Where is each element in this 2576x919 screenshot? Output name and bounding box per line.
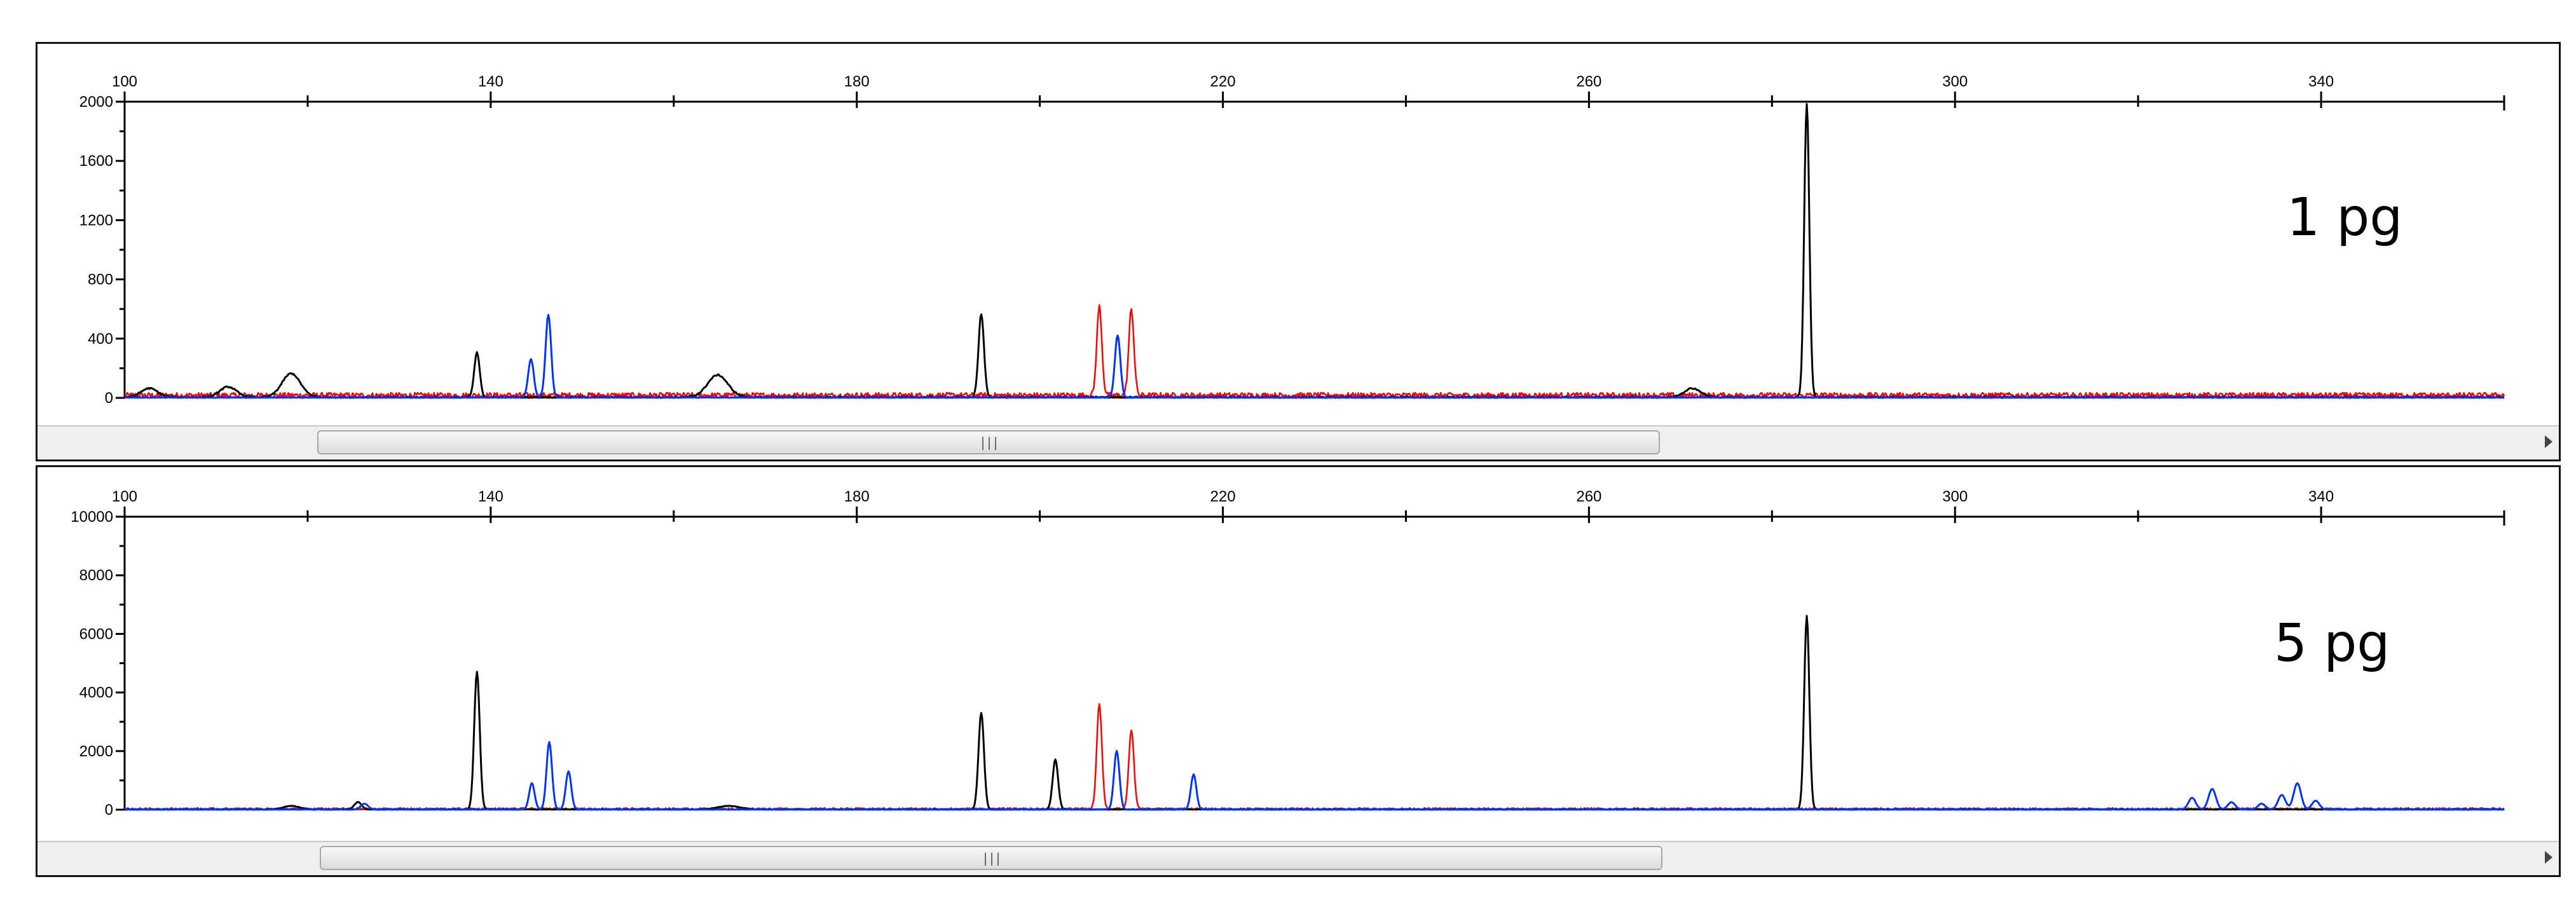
y-tick-label: 8000 bbox=[79, 567, 113, 584]
electropherogram-panel-1: 100 140 180 220 260 300 340 0 400 800 1200 1600 2000… bbox=[36, 42, 2561, 461]
y-tick-label: 1600 bbox=[79, 153, 113, 170]
x-tick-label: 300 bbox=[1942, 73, 1968, 90]
x-tick-label: 220 bbox=[1210, 488, 1236, 505]
scroll-thumb-2[interactable]: ||| bbox=[320, 846, 1662, 870]
plot-area-2: 100 140 180 220 260 300 340 0 2000 4000 6000 8000 10… bbox=[71, 488, 2505, 819]
y-tick-label: 800 bbox=[88, 271, 113, 289]
scroll-right-arrow-icon[interactable] bbox=[2545, 851, 2552, 864]
x-tick-label: 180 bbox=[844, 73, 870, 90]
y-tick-label: 2000 bbox=[79, 743, 113, 760]
trace-blue bbox=[124, 313, 2505, 399]
plot-area-1: 100 140 180 220 260 300 340 0 400 800 1200 1600 2000 bbox=[79, 73, 2505, 407]
amount-label-1: 1 pg bbox=[2287, 187, 2403, 248]
y-tick-label: 2000 bbox=[79, 93, 113, 111]
x-tick-label: 340 bbox=[2308, 73, 2334, 90]
x-tick-label: 260 bbox=[1576, 488, 1601, 505]
y-tick-label: 400 bbox=[88, 330, 113, 348]
horizontal-scrollbar-2[interactable]: ||| bbox=[38, 841, 2559, 875]
scroll-right-arrow-icon[interactable] bbox=[2545, 435, 2552, 448]
x-tick-label: 140 bbox=[478, 73, 504, 90]
y-tick-label: 1200 bbox=[79, 212, 113, 229]
x-tick-label: 300 bbox=[1942, 488, 1968, 505]
x-tick-label: 220 bbox=[1210, 73, 1236, 90]
x-tick-label: 260 bbox=[1576, 73, 1601, 90]
amount-label-2: 5 pg bbox=[2274, 613, 2390, 674]
grip-icon: ||| bbox=[978, 435, 999, 450]
x-tick-label: 140 bbox=[478, 488, 504, 505]
scroll-thumb-1[interactable]: ||| bbox=[317, 430, 1660, 454]
trace-black bbox=[124, 103, 2505, 399]
y-tick-label: 10000 bbox=[71, 508, 113, 526]
x-tick-label: 180 bbox=[844, 488, 870, 505]
y-tick-label: 4000 bbox=[79, 684, 113, 702]
x-tick-label: 100 bbox=[112, 488, 137, 505]
trace-black bbox=[124, 615, 2505, 811]
x-tick-label: 340 bbox=[2308, 488, 2334, 505]
grip-icon: ||| bbox=[981, 850, 1002, 866]
trace-blue bbox=[124, 741, 2505, 811]
y-tick-label: 0 bbox=[105, 801, 113, 819]
y-tick-label: 6000 bbox=[79, 625, 113, 643]
electropherogram-panel-2: 100 140 180 220 260 300 340 0 2000 4000 6000 8000 10… bbox=[36, 465, 2561, 877]
y-tick-label: 0 bbox=[105, 390, 113, 407]
x-tick-label: 100 bbox=[112, 73, 137, 90]
horizontal-scrollbar-1[interactable]: ||| bbox=[38, 425, 2559, 460]
